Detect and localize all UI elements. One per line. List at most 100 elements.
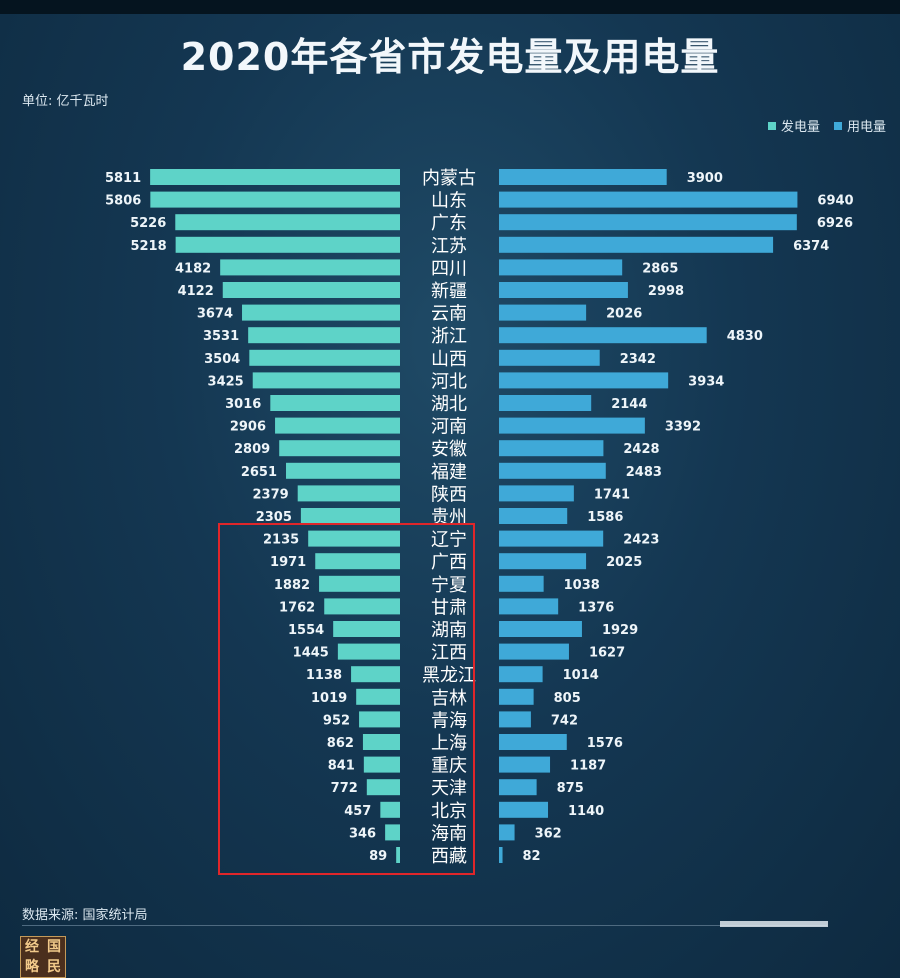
province-label: 江苏 [431, 236, 467, 257]
province-label: 陕西 [431, 484, 467, 505]
consumption-value-label: 2998 [648, 284, 684, 299]
consumption-bar [499, 417, 645, 434]
province-label: 上海 [431, 733, 467, 754]
consumption-value-label: 2483 [626, 465, 662, 480]
generation-value-label: 3016 [225, 397, 261, 412]
generation-bar [315, 553, 400, 570]
consumption-value-label: 3934 [688, 374, 724, 389]
province-label: 河南 [431, 417, 467, 438]
generation-bar [220, 259, 400, 276]
top-bar [0, 0, 900, 14]
province-label: 山西 [431, 349, 467, 370]
generation-bar [308, 530, 400, 547]
consumption-value-label: 805 [554, 691, 581, 706]
generation-bar [380, 801, 400, 818]
province-label: 新疆 [431, 281, 467, 302]
generation-bar [150, 169, 400, 185]
consumption-value-label: 3392 [665, 420, 701, 435]
consumption-bar [499, 666, 543, 683]
generation-value-label: 2809 [234, 442, 270, 457]
generation-bar [396, 847, 400, 863]
consumption-value-label: 742 [551, 713, 578, 728]
logo-char: 民 [47, 959, 61, 975]
generation-value-label: 1762 [279, 600, 315, 615]
consumption-bar [499, 191, 798, 208]
consumption-bar [499, 259, 623, 276]
generation-value-label: 5811 [105, 171, 141, 186]
generation-bar [252, 372, 400, 389]
generation-value-label: 89 [369, 849, 387, 864]
generation-bar [362, 734, 400, 750]
generation-value-label: 1445 [293, 646, 329, 661]
province-label: 辽宁 [431, 530, 467, 551]
generation-value-label: 772 [331, 781, 358, 796]
consumption-bar [499, 553, 587, 570]
consumption-value-label: 3900 [687, 171, 723, 186]
legend-item-consumption: 用电量 [833, 116, 886, 135]
province-label: 吉林 [431, 688, 467, 709]
logo-char: 国 [47, 939, 61, 955]
generation-value-label: 3425 [208, 374, 244, 389]
generation-bar [300, 508, 400, 524]
generation-value-label: 1138 [306, 668, 342, 683]
consumption-bar [499, 304, 587, 321]
generation-value-label: 2379 [253, 487, 289, 502]
generation-value-label: 4182 [175, 261, 211, 276]
generation-bar [333, 621, 400, 637]
consumption-bar [499, 847, 503, 863]
legend-label-consumption: 用电量 [846, 120, 886, 135]
consumption-bar [499, 349, 600, 366]
generation-bar [270, 395, 400, 411]
generation-value-label: 3504 [204, 352, 240, 367]
generation-bar [175, 214, 400, 231]
province-label: 海南 [431, 823, 467, 844]
province-label: 河北 [431, 371, 467, 392]
legend: 发电量 用电量 [767, 116, 886, 135]
consumption-bar [499, 756, 551, 773]
consumption-bar [499, 621, 582, 637]
consumption-bar [499, 395, 592, 411]
consumption-value-label: 1038 [564, 578, 600, 593]
generation-bar [175, 236, 400, 253]
consumption-value-label: 4830 [727, 329, 763, 344]
generation-value-label: 3531 [203, 329, 239, 344]
generation-value-label: 3674 [197, 307, 233, 322]
generation-bar [337, 643, 400, 660]
generation-value-label: 457 [344, 804, 371, 819]
generation-bar [324, 598, 400, 615]
consumption-value-label: 1014 [563, 668, 599, 683]
generation-value-label: 346 [349, 826, 376, 841]
consumption-value-label: 2026 [606, 307, 642, 322]
generation-value-label: 862 [327, 736, 354, 751]
consumption-bar [499, 779, 537, 796]
consumption-value-label: 875 [557, 781, 584, 796]
generation-value-label: 1019 [311, 691, 347, 706]
unit-label: 单位: 亿千瓦时 [22, 94, 109, 109]
consumption-value-label: 2865 [642, 261, 678, 276]
generation-value-label: 2305 [256, 510, 292, 525]
generation-bar [242, 304, 400, 321]
consumption-bar [499, 508, 568, 524]
consumption-bar [499, 485, 574, 502]
province-label: 重庆 [431, 756, 467, 777]
consumption-value-label: 1929 [602, 623, 638, 638]
consumption-bar [499, 282, 628, 298]
generation-bar [356, 688, 400, 705]
consumption-value-label: 6926 [817, 216, 853, 231]
consumption-value-label: 2342 [620, 352, 656, 367]
province-label: 青海 [431, 710, 467, 731]
consumption-value-label: 1576 [587, 736, 623, 751]
consumption-bar [499, 530, 604, 547]
consumption-bar [499, 688, 534, 705]
generation-value-label: 5218 [130, 239, 166, 254]
logo: 经 国 略 民 [20, 936, 66, 978]
consumption-bar [499, 598, 559, 615]
generation-bar [249, 349, 400, 366]
consumption-bar [499, 575, 544, 592]
generation-value-label: 1971 [270, 555, 306, 570]
logo-char: 略 [25, 959, 39, 975]
generation-value-label: 5226 [130, 216, 166, 231]
data-source: 数据来源: 国家统计局 [22, 908, 148, 923]
consumption-bar [499, 214, 797, 231]
generation-bar [297, 485, 400, 502]
